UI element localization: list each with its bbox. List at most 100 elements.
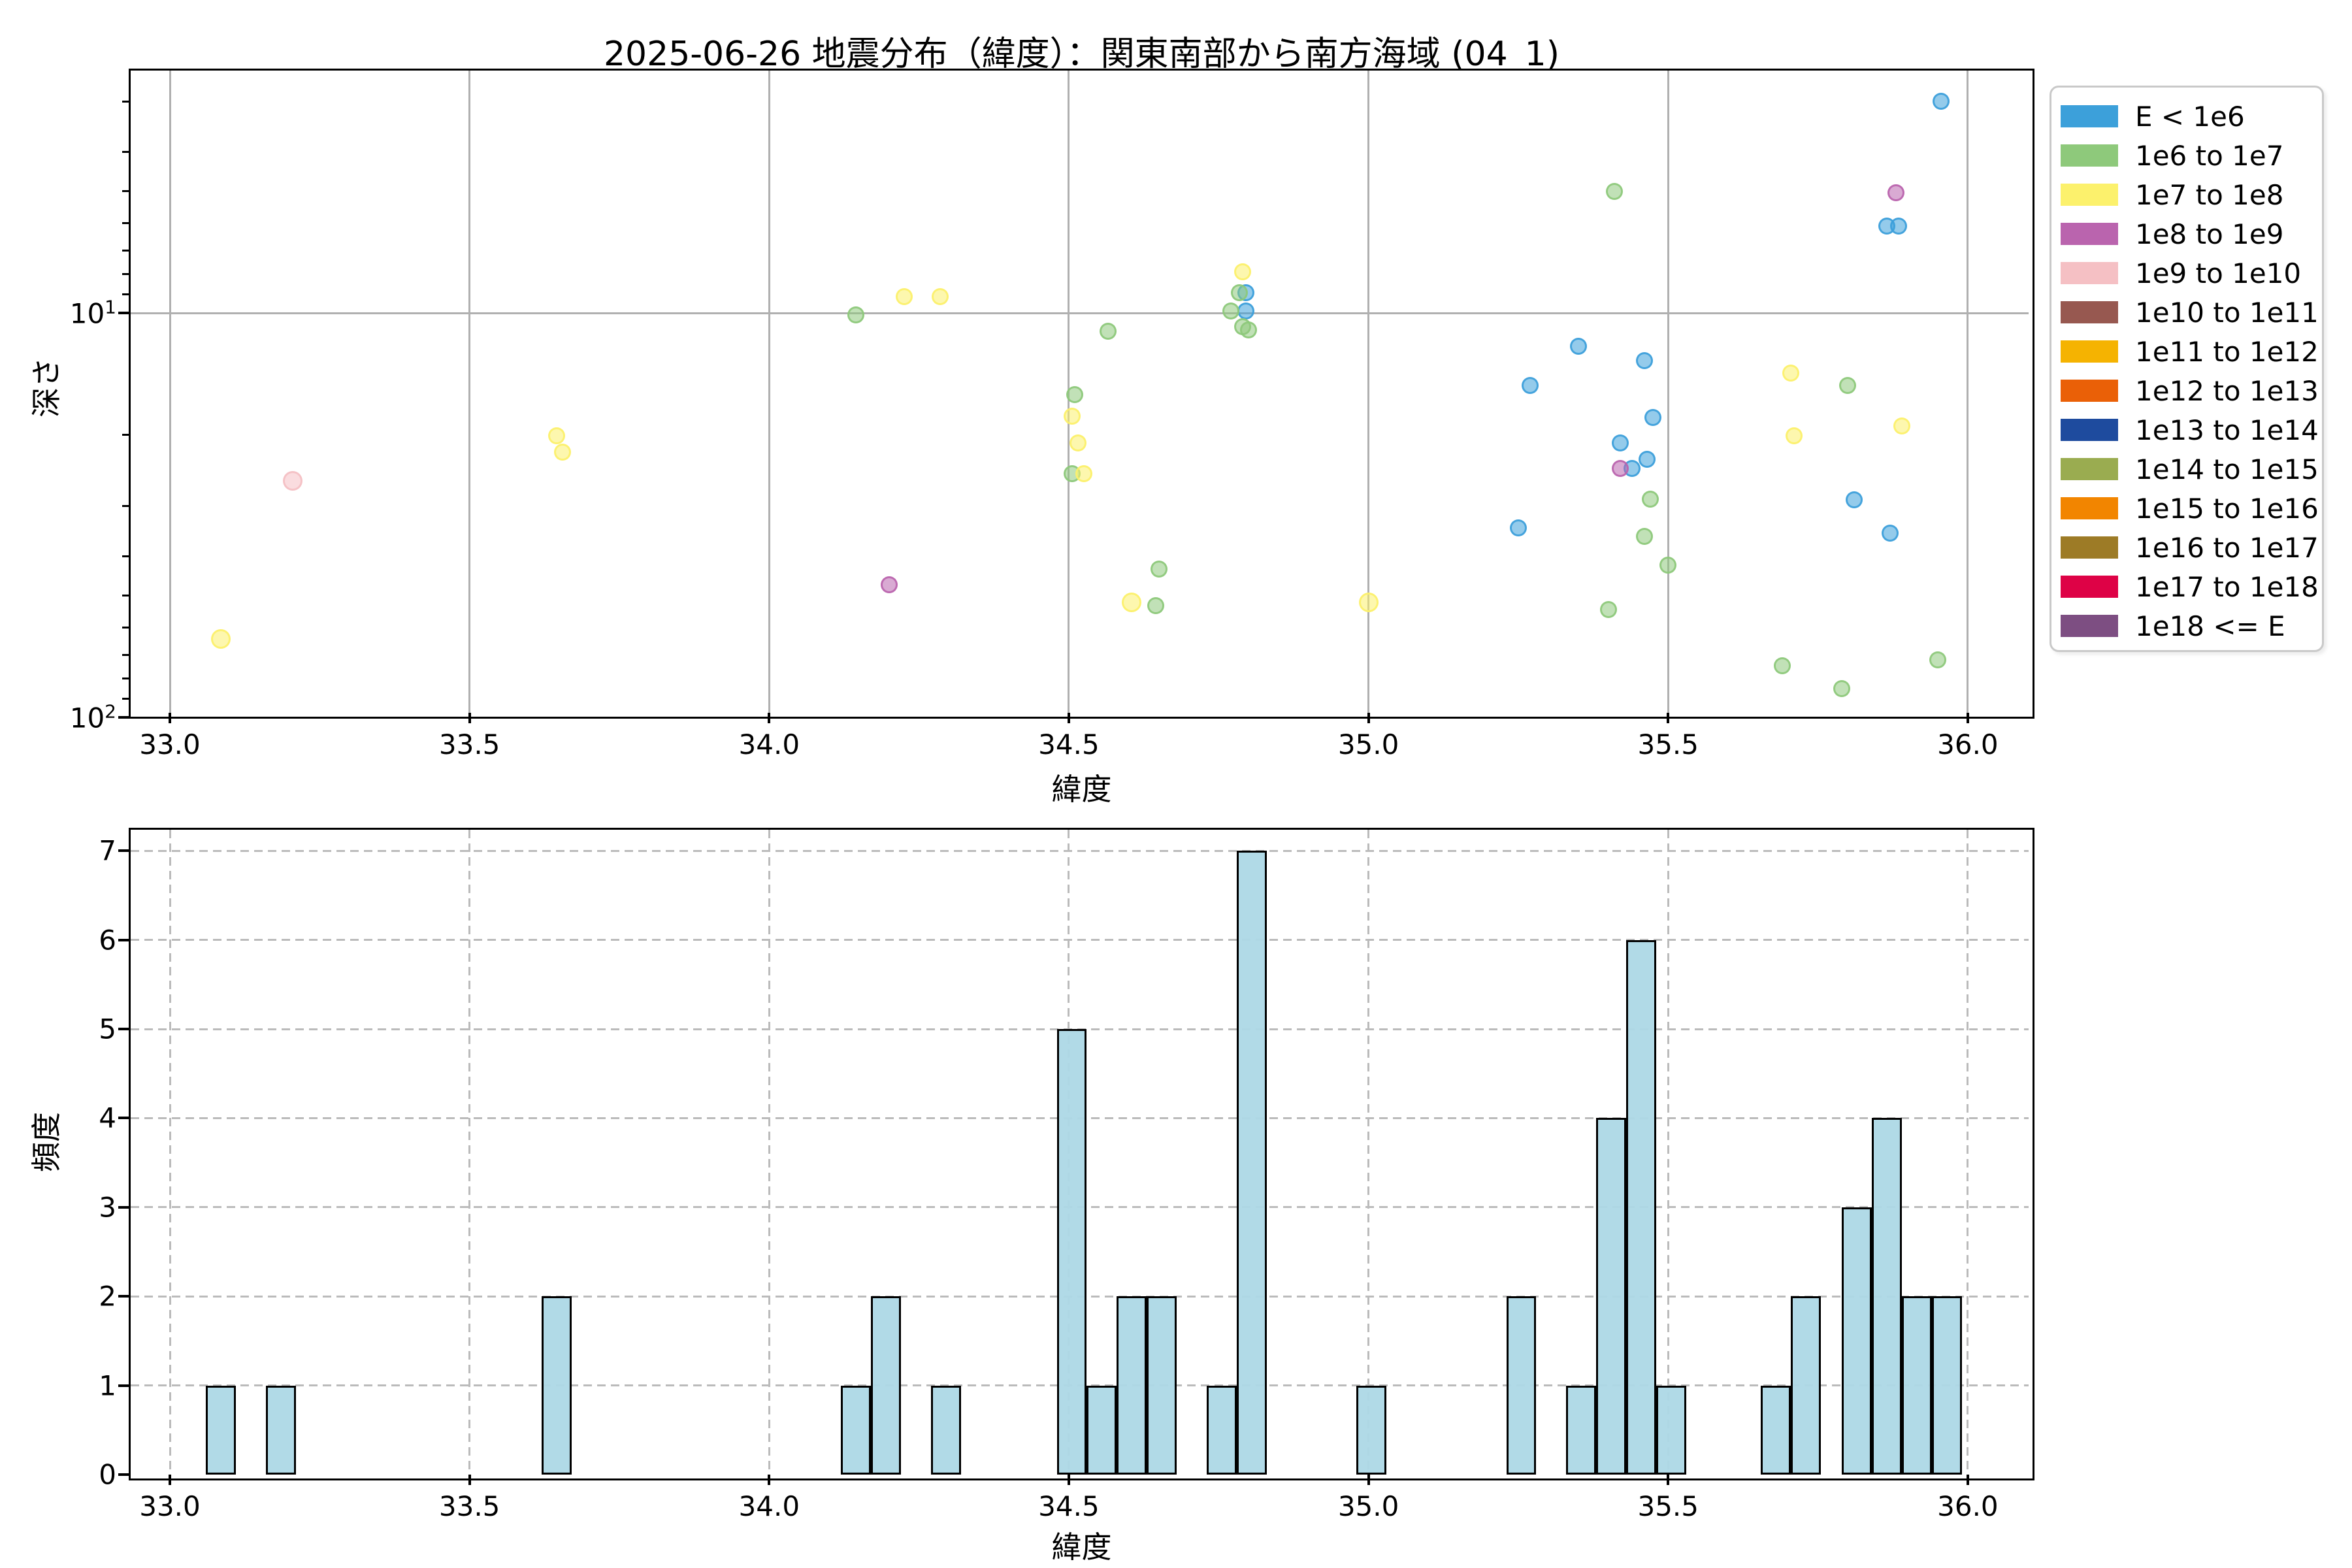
gridline-x: [1667, 71, 1669, 713]
legend-item: 1e13 to 1e14: [2061, 410, 2322, 449]
scatter-point: [1890, 218, 1908, 235]
x-axis-tick: [768, 1475, 771, 1485]
legend-swatch: [2061, 340, 2118, 363]
gridline-x: [169, 71, 171, 713]
scatter-point: [1639, 450, 1656, 468]
x-tick-label: 34.5: [1038, 1490, 1100, 1522]
legend-label: 1e10 to 1e11: [2135, 296, 2319, 329]
gridline-y: [131, 939, 2029, 941]
histogram-bar: [1842, 1207, 1872, 1475]
y-axis-minor-tick: [122, 249, 129, 252]
legend-swatch: [2061, 497, 2118, 519]
histogram-bar: [1596, 1118, 1627, 1475]
scatter-point: [1069, 434, 1086, 452]
scatter-point: [1599, 601, 1617, 619]
legend-label: 1e18 <= E: [2135, 610, 2285, 642]
legend-item: E < 1e6: [2061, 97, 2322, 136]
legend-label: E < 1e6: [2135, 100, 2245, 133]
scatter-point: [847, 306, 865, 323]
legend-item: 1e11 to 1e12: [2061, 332, 2322, 371]
scatter-point: [880, 576, 898, 594]
x-tick-label: 33.5: [438, 728, 500, 760]
legend-item: 1e7 to 1e8: [2061, 175, 2322, 214]
legend-swatch: [2061, 536, 2118, 559]
x-tick-label: 34.0: [738, 728, 800, 760]
y-tick-label: 101: [69, 296, 116, 330]
x-axis-tick: [169, 713, 171, 723]
legend-label: 1e16 to 1e17: [2135, 531, 2319, 564]
legend-label: 1e11 to 1e12: [2135, 335, 2319, 368]
histogram-bar: [930, 1385, 961, 1475]
scatter-point: [1099, 323, 1117, 340]
y-axis-tick: [118, 312, 129, 314]
y-tick-label: 4: [99, 1102, 116, 1134]
y-axis-tick: [118, 849, 129, 853]
gridline-x: [468, 830, 471, 1475]
scatter-point: [1605, 182, 1623, 200]
histogram-bar: [1206, 1385, 1237, 1475]
scatter-point: [1122, 593, 1142, 613]
y-axis-minor-tick: [122, 100, 129, 103]
x-axis-tick: [169, 1475, 171, 1485]
x-axis-tick: [1966, 713, 1969, 723]
legend-item: 1e9 to 1e10: [2061, 253, 2322, 293]
scatter-point: [1611, 434, 1629, 452]
legend-item: 1e15 to 1e16: [2061, 489, 2322, 528]
legend-label: 1e6 to 1e7: [2135, 139, 2284, 172]
histogram-bar: [1236, 851, 1267, 1475]
gridline-x: [768, 830, 770, 1475]
scatter-point: [895, 287, 913, 305]
histogram-bar: [1356, 1385, 1387, 1475]
scatter-point: [1887, 184, 1904, 202]
scatter-point: [1075, 465, 1092, 483]
histogram-bar: [841, 1385, 872, 1475]
histogram-bar: [1901, 1296, 1932, 1475]
legend-label: 1e13 to 1e14: [2135, 414, 2319, 446]
gridline-x: [1967, 830, 1969, 1475]
y-axis-tick: [118, 1295, 129, 1298]
legend-label: 1e17 to 1e18: [2135, 570, 2319, 603]
scatter-point: [1659, 556, 1677, 574]
legend-item: 1e17 to 1e18: [2061, 567, 2322, 606]
scatter-point: [553, 444, 571, 461]
histogram-bar: [1056, 1029, 1087, 1475]
histogram-bar: [541, 1296, 572, 1475]
x-axis-tick: [1067, 1475, 1070, 1485]
figure-title: 2025-06-26 地震分布（緯度）：関東南部から南方海域 (04_1): [603, 35, 1560, 74]
histogram-bar: [1931, 1296, 1962, 1475]
legend-item: 1e10 to 1e11: [2061, 293, 2322, 332]
x-tick-label: 34.5: [1038, 728, 1100, 760]
x-tick-label: 36.0: [1937, 728, 1999, 760]
histogram-xlabel: 緯度: [1051, 1529, 1112, 1565]
scatter-point: [210, 629, 231, 649]
y-tick-label: 0: [99, 1458, 116, 1491]
y-axis-minor-tick: [122, 504, 129, 507]
scatter-point: [1509, 519, 1527, 536]
legend-swatch: [2061, 576, 2118, 598]
x-axis-tick: [1367, 713, 1370, 723]
scatter-point: [1644, 408, 1662, 426]
x-tick-label: 33.5: [438, 1490, 500, 1522]
histogram-bar: [1656, 1385, 1686, 1475]
y-axis-tick: [118, 938, 129, 941]
x-tick-label: 35.0: [1337, 728, 1399, 760]
y-axis-minor-tick: [122, 151, 129, 154]
legend-item: 1e16 to 1e17: [2061, 528, 2322, 567]
legend-item: 1e18 <= E: [2061, 606, 2322, 645]
x-tick-label: 33.0: [139, 1490, 201, 1522]
scatter-plot-area: 33.0 33.5 34.0 34.5 35.0 35.5 36.0 101 102: [70, 69, 2034, 760]
y-tick-label: 5: [99, 1013, 116, 1045]
scatter-point: [1833, 680, 1851, 698]
y-axis-minor-tick: [122, 272, 129, 275]
legend-swatch: [2061, 301, 2118, 323]
histogram-bar: [265, 1385, 296, 1475]
histogram-bar: [1086, 1385, 1117, 1475]
legend-label: 1e15 to 1e16: [2135, 492, 2319, 525]
gridline-x: [1967, 71, 1969, 713]
scatter-point: [547, 427, 565, 444]
y-axis-minor-tick: [122, 293, 129, 296]
scatter-point: [1063, 408, 1081, 425]
x-axis-tick: [468, 713, 471, 723]
y-axis-tick: [118, 716, 129, 719]
scatter-point: [1147, 597, 1164, 615]
